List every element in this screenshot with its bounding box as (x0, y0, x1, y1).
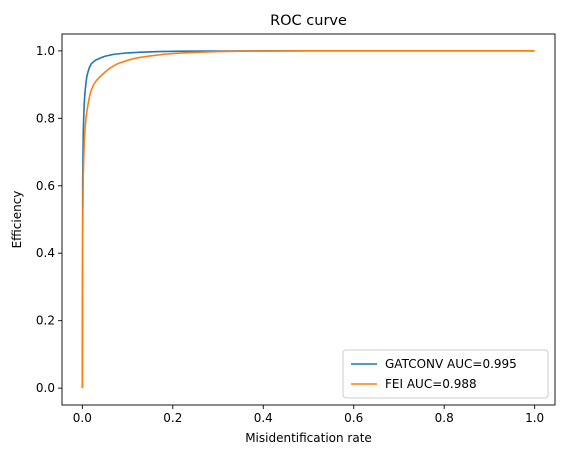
x-tick-label: 0.4 (254, 411, 273, 425)
y-tick-label: 0.8 (36, 111, 55, 125)
x-tick-label: 1.0 (525, 411, 544, 425)
plot-area (61, 33, 556, 406)
chart-title: ROC curve (270, 13, 347, 29)
y-tick-label: 0.2 (36, 314, 55, 328)
axes-frame (61, 33, 556, 406)
legend-box (342, 349, 549, 399)
x-axis-ticks: 0.0 0.2 0.4 0.6 0.8 1.0 (73, 405, 544, 425)
y-tick-label: 0.4 (36, 246, 55, 260)
x-axis-label: Misidentification rate (245, 431, 372, 445)
x-tick-label: 0.0 (73, 411, 92, 425)
y-axis-label: Efficiency (10, 191, 24, 249)
y-axis-ticks: 0.0 0.2 0.4 0.6 0.8 1.0 (36, 44, 62, 395)
y-tick-label: 0.6 (36, 179, 55, 193)
series-line-0 (81, 50, 535, 389)
x-tick-label: 0.8 (435, 411, 454, 425)
x-tick-label: 0.6 (344, 411, 363, 425)
legend-label-1: FEI AUC=0.988 (385, 377, 477, 391)
y-tick-label: 0.0 (36, 381, 55, 395)
legend: GATCONV AUC=0.995 FEI AUC=0.988 (342, 349, 549, 399)
y-tick-label: 1.0 (36, 44, 55, 58)
series-line-1 (81, 50, 535, 389)
legend-label-0: GATCONV AUC=0.995 (385, 357, 517, 371)
x-tick-label: 0.2 (163, 411, 182, 425)
